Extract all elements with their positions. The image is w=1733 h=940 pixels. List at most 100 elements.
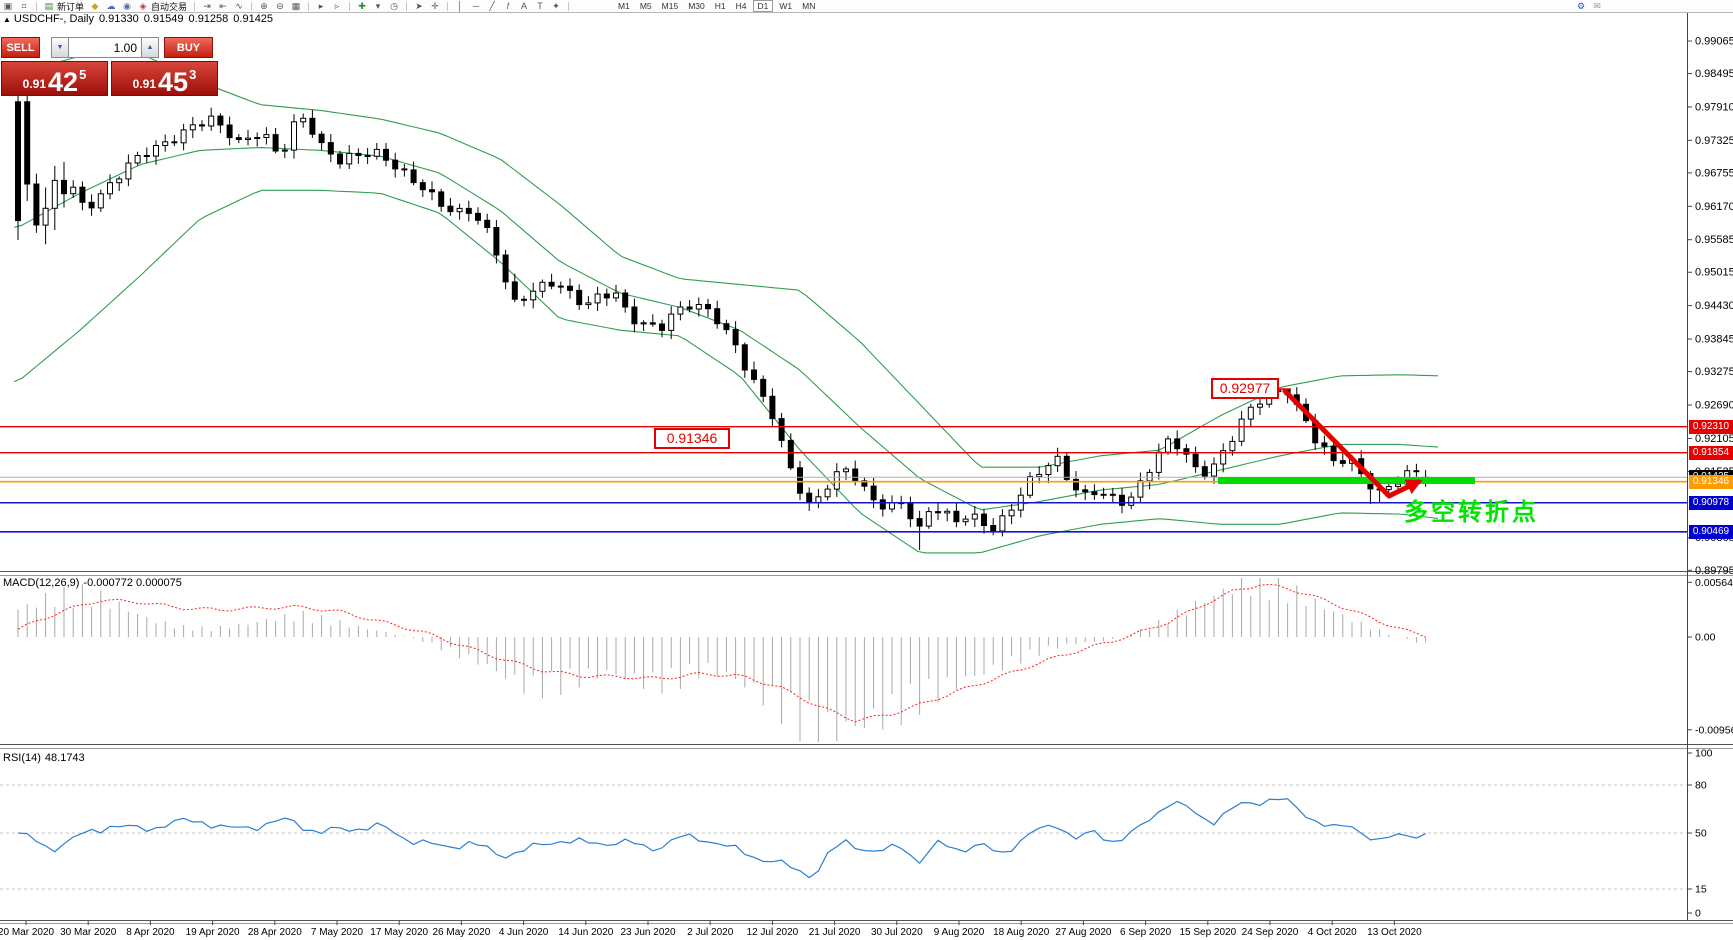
rsi-scale-label: 100 xyxy=(1695,748,1713,760)
rsi-scale-label: 15 xyxy=(1695,884,1707,896)
high-value: 0.91549 xyxy=(143,13,184,25)
buy-price-display[interactable]: 0.91 45 3 xyxy=(111,61,218,96)
volume-input[interactable] xyxy=(69,37,141,58)
low-value: 0.91258 xyxy=(188,13,229,25)
date-tick-label: 30 Mar 2020 xyxy=(60,927,117,938)
macd-content xyxy=(17,578,1427,742)
auto-trading-icon[interactable]: ◈ xyxy=(139,0,147,11)
magnifier-icon[interactable]: ⌗ xyxy=(21,0,27,11)
horizontal-line-icon[interactable]: ─ xyxy=(472,0,480,11)
price-tick-label: 0.97910 xyxy=(1695,101,1733,113)
sell-button[interactable]: SELL xyxy=(1,37,40,58)
text-icon[interactable]: A xyxy=(521,0,528,11)
candlestick-series xyxy=(15,72,1429,550)
buy-button[interactable]: BUY xyxy=(164,37,213,58)
date-tick-label: 28 Apr 2020 xyxy=(248,927,302,938)
tile-windows-icon[interactable]: ▦ xyxy=(291,0,301,11)
new-order-icon[interactable]: ▤ xyxy=(44,0,54,11)
timeframe-d1[interactable]: D1 xyxy=(752,0,774,12)
timeframe-m30[interactable]: M30 xyxy=(688,0,705,11)
support-price-label[interactable]: 0.91346 xyxy=(654,428,730,449)
price-tick-label: 0.99065 xyxy=(1695,36,1733,48)
period-clock-icon[interactable]: ◷ xyxy=(390,0,398,11)
price-tick-label: 0.93275 xyxy=(1695,366,1733,378)
open-value: 0.91330 xyxy=(98,13,139,25)
date-tick-label: 6 Sep 2020 xyxy=(1120,927,1172,938)
price-tick-label: 0.94430 xyxy=(1695,300,1733,312)
chat-icon[interactable]: ✉ xyxy=(1593,0,1601,11)
macd-signal-line xyxy=(17,583,1426,723)
cursor-icon[interactable]: ➤ xyxy=(415,0,423,11)
collapse-arrow-icon[interactable]: ▲ xyxy=(3,15,11,24)
fibonacci-icon[interactable]: 𝑓 xyxy=(506,0,510,11)
toolbar-separator xyxy=(568,1,570,11)
date-tick-label: 30 Jul 2020 xyxy=(871,927,923,938)
chart-windows-icon[interactable]: ▣ xyxy=(3,0,13,11)
toolbar-separator xyxy=(406,1,408,11)
gold-icon[interactable]: ◆ xyxy=(91,0,99,11)
rsi-pane[interactable] xyxy=(0,749,1687,919)
price-tick-label: 0.98495 xyxy=(1695,68,1733,80)
crosshair-icon[interactable]: ✛ xyxy=(431,0,439,11)
add-object-dropdown-icon[interactable]: ▾ xyxy=(375,0,381,11)
date-tick-label: 4 Oct 2020 xyxy=(1308,927,1357,938)
date-tick-label: 20 Mar 2020 xyxy=(0,927,55,938)
date-tick-label: 27 Aug 2020 xyxy=(1055,927,1112,938)
rsi-scale-label: 0 xyxy=(1695,908,1701,920)
add-object-icon[interactable]: ✚ xyxy=(358,0,366,11)
shapes-icon[interactable]: ✦ xyxy=(552,0,560,11)
tools-icon[interactable]: ⚙ xyxy=(1576,0,1586,11)
timeframe-mn[interactable]: MN xyxy=(802,0,816,11)
volume-decrease-button[interactable]: ▼ xyxy=(51,37,69,58)
top-toolbar: ▣ ⌗ ▤ 新订单 ◆ ☁ ◉ ◈ 自动交易 ⇥ ⇤ ∿ ⊕ ⊖ ▦ ▸ ▹ ✚ ▾ ◷ ➤ ✛ │ ─ ╱ 𝑓 A T ✦ M1 M5 M1… xyxy=(0,0,1733,13)
date-tick-label: 12 Jul 2020 xyxy=(747,927,799,938)
macd-scale-label: 0.00564 xyxy=(1695,577,1733,589)
downtrend-arrow[interactable] xyxy=(1282,388,1423,499)
timeframe-w1[interactable]: W1 xyxy=(779,0,793,11)
zoom-out-icon[interactable]: ⊖ xyxy=(276,0,284,11)
price-tick-label: 0.89795 xyxy=(1695,565,1733,577)
date-tick-label: 23 Jun 2020 xyxy=(620,927,675,938)
rsi-scale-label: 50 xyxy=(1695,828,1707,840)
trendline-icon[interactable]: ╱ xyxy=(489,0,495,11)
sell-price-display[interactable]: 0.91 42 5 xyxy=(1,61,108,96)
timeframe-h4[interactable]: H4 xyxy=(735,0,747,11)
toolbar-separator xyxy=(447,1,449,11)
timeframe-m15[interactable]: M15 xyxy=(661,0,679,11)
chart-autoscroll-icon[interactable]: ⇤ xyxy=(219,0,227,11)
price-badge-0.90469: 0.90469 xyxy=(1689,525,1733,539)
timeframe-m1[interactable]: M1 xyxy=(618,0,630,11)
timeframe-m5[interactable]: M5 xyxy=(639,0,652,11)
chart-chrome: 0.99065 0.98495 0.97910 0.97325 0.96755 0.961… xyxy=(0,12,1733,938)
date-tick-label: 8 Apr 2020 xyxy=(126,927,175,938)
date-tick-label: 17 May 2020 xyxy=(370,927,428,938)
chart-mode-icon[interactable]: ∿ xyxy=(235,0,243,11)
price-badge-0.92310: 0.92310 xyxy=(1689,420,1733,434)
support-zone-bar[interactable] xyxy=(1218,477,1475,484)
strategy-test-end-icon[interactable]: ▹ xyxy=(334,0,340,11)
price-tick-label: 0.92690 xyxy=(1695,399,1733,411)
chart-shift-icon[interactable]: ⇥ xyxy=(203,0,211,11)
text-label-icon[interactable]: T xyxy=(537,0,543,11)
macd-pane[interactable] xyxy=(0,576,1687,743)
timeframe-bar: M1 M5 M15 M30 H1 H4 D1 W1 MN xyxy=(613,0,820,12)
date-tick-label: 21 Jul 2020 xyxy=(809,927,861,938)
date-tick-label: 4 Jun 2020 xyxy=(499,927,549,938)
price-tick-label: 0.96755 xyxy=(1695,167,1733,179)
cloud-upload-icon[interactable]: ☁ xyxy=(106,0,116,11)
peak-price-label[interactable]: 0.92977 xyxy=(1211,378,1279,399)
macd-scale-label: -0.009565 xyxy=(1695,724,1733,736)
signal-icon[interactable]: ◉ xyxy=(123,0,131,11)
timeframe-h1[interactable]: H1 xyxy=(714,0,726,11)
volume-increase-button[interactable]: ▲ xyxy=(141,37,159,58)
vertical-line-icon[interactable]: │ xyxy=(457,0,463,11)
new-order-label[interactable]: 新订单 xyxy=(57,1,85,12)
auto-trading-label[interactable]: 自动交易 xyxy=(151,1,188,12)
date-tick-label: 15 Sep 2020 xyxy=(1179,927,1236,938)
rsi-line xyxy=(17,798,1426,879)
strategy-test-start-icon[interactable]: ▸ xyxy=(318,0,324,11)
main-chart-pane[interactable] xyxy=(0,12,1687,570)
zoom-in-icon[interactable]: ⊕ xyxy=(260,0,268,11)
